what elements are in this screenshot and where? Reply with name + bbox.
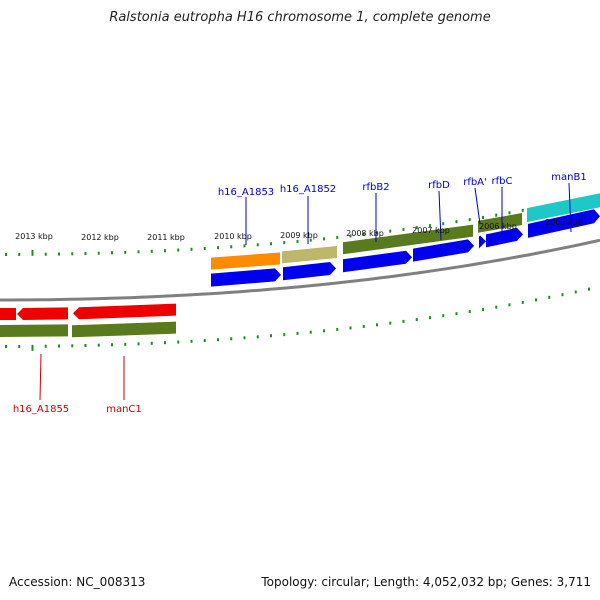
gene-label-manb1[interactable]: manB1	[551, 172, 586, 183]
tick-marks	[5, 195, 590, 351]
gene-h16-a1855[interactable]	[17, 307, 68, 320]
gene-manc1-track[interactable]	[72, 321, 176, 338]
genome-stats-text: Topology: circular; Length: 4,052,032 bp…	[261, 575, 591, 589]
gene-h16-a1852-track[interactable]	[282, 245, 337, 264]
label-leader	[39, 353, 42, 401]
kbp-label: 2008 kbp	[346, 229, 384, 238]
gene-features	[0, 193, 600, 338]
gene-label-h16-a1855[interactable]: h16_A1855	[13, 404, 69, 415]
label-leader	[474, 187, 481, 225]
gene-label-h16-a1853[interactable]: h16_A1853	[218, 187, 274, 198]
label-leader	[568, 182, 572, 233]
gene-manb1[interactable]	[528, 209, 600, 238]
gene-h16-a1853-track[interactable]	[211, 252, 280, 270]
gene-label-h16-a1852[interactable]: h16_A1852	[280, 184, 336, 195]
gene-label-rfba[interactable]: rfbA'	[463, 177, 487, 188]
kbp-label: 2010 kbp	[214, 232, 252, 241]
gene-rfbb2[interactable]	[343, 250, 412, 273]
gene-h16-a1855-track[interactable]	[0, 324, 68, 337]
gene-rfbc[interactable]	[486, 227, 523, 248]
label-leader	[438, 190, 442, 241]
gene-rfbc-track[interactable]	[478, 213, 522, 233]
gene-h16-a1853[interactable]	[211, 268, 281, 287]
gene-manc1[interactable]	[73, 303, 176, 320]
gene-rfbd[interactable]	[413, 239, 474, 262]
accession-text: Accession: NC_008313	[9, 575, 146, 589]
kbp-label: 2012 kbp	[81, 233, 119, 242]
kbp-label: 2009 kbp	[280, 231, 318, 240]
gene-h16-a1852[interactable]	[283, 262, 336, 281]
map-title: Ralstonia eutropha H16 chromosome 1, com…	[109, 10, 491, 25]
label-leaders	[39, 182, 572, 401]
kbp-label: 2005 kbp	[545, 218, 583, 227]
gene-rfba[interactable]	[479, 235, 486, 249]
gene-label-rfbd[interactable]: rfbD	[428, 180, 450, 191]
gene-label-rfbb2[interactable]: rfbB2	[362, 182, 389, 193]
kbp-label: 2007 kbp	[412, 226, 450, 235]
gene-h16-a1856[interactable]	[0, 307, 16, 320]
chromosome-backbone	[0, 238, 600, 302]
gene-manb1-track[interactable]	[527, 193, 600, 223]
gene-label-rfbc[interactable]: rfbC	[492, 176, 513, 187]
kbp-label: 2013 kbp	[15, 232, 53, 241]
gene-label-manc1[interactable]: manC1	[106, 404, 142, 415]
kbp-label: 2006 kbp	[479, 222, 517, 231]
kbp-label: 2011 kbp	[147, 233, 185, 242]
